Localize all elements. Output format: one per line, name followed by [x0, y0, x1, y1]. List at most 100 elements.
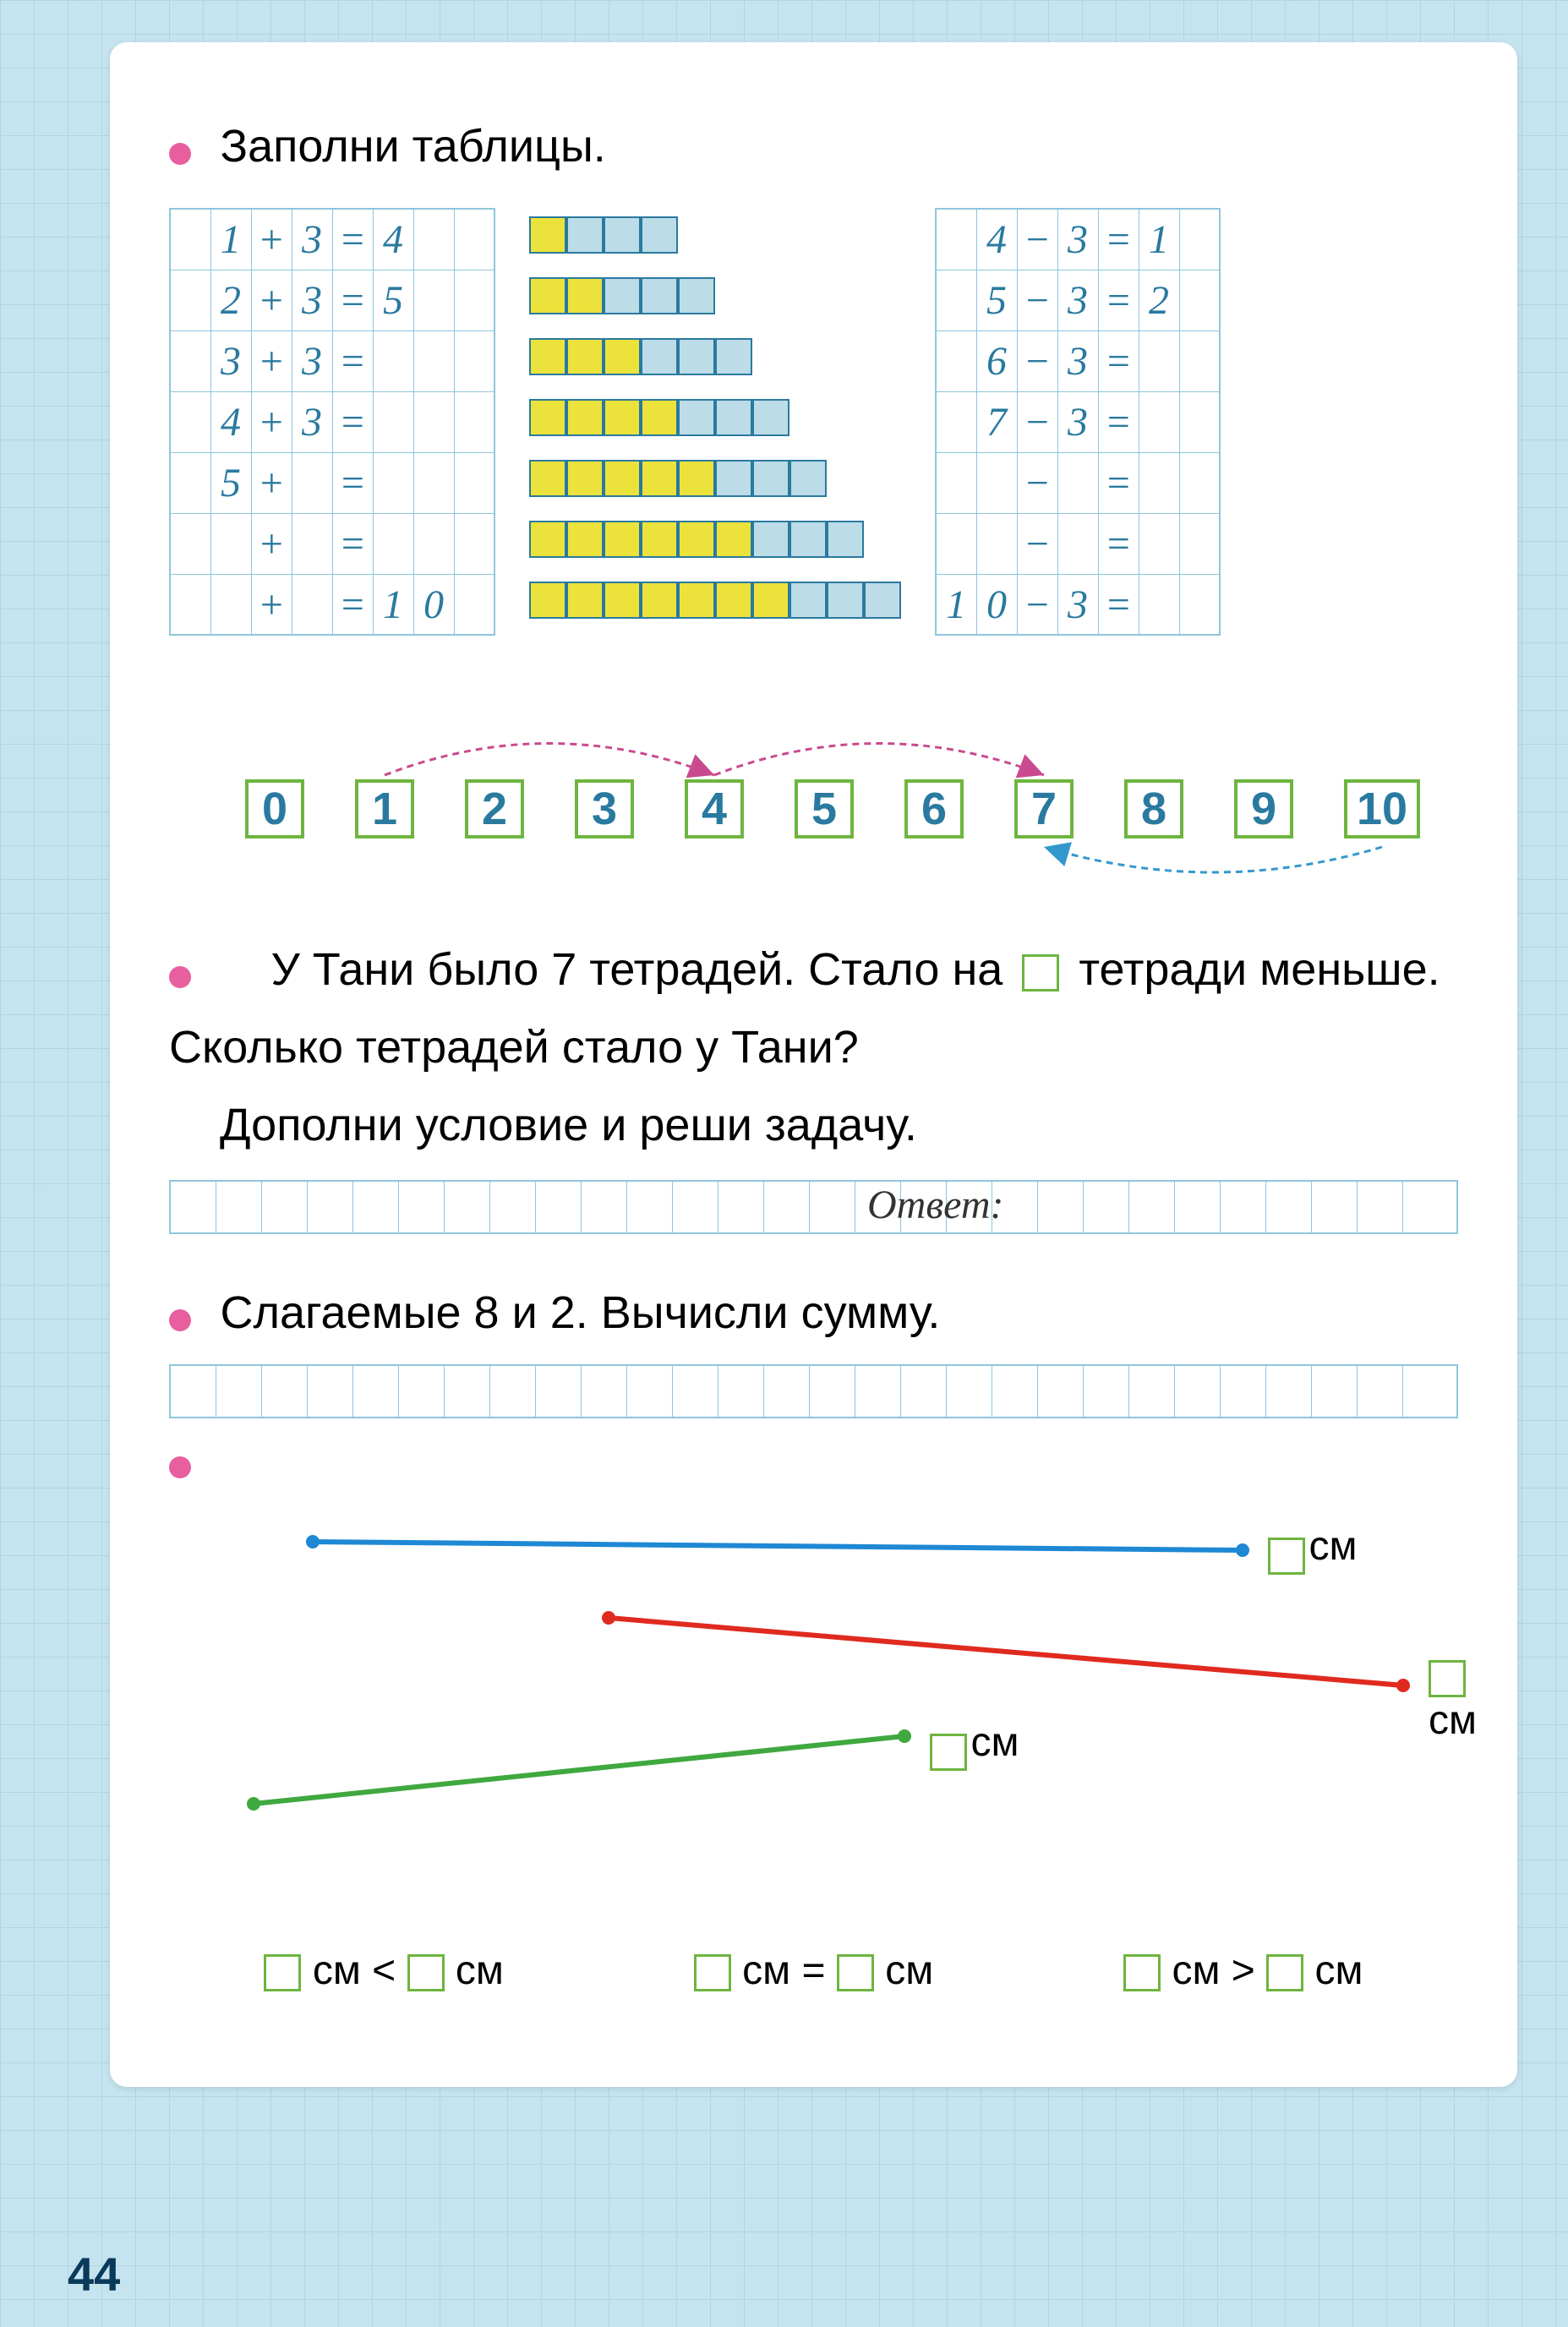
table-cell: 4 [976, 209, 1017, 270]
answer-strip[interactable] [169, 1364, 1458, 1418]
blank-box[interactable] [694, 1954, 731, 1991]
blank-box[interactable] [264, 1954, 301, 1991]
table-cell: = [1098, 330, 1139, 391]
table-cell: 3 [292, 270, 332, 330]
strip-cell[interactable] [1038, 1366, 1084, 1417]
strip-cell[interactable] [627, 1182, 673, 1232]
strip-cell[interactable] [901, 1366, 947, 1417]
strip-cell[interactable] [1038, 1182, 1084, 1232]
strip-cell[interactable] [536, 1182, 582, 1232]
strip-cell[interactable] [764, 1366, 810, 1417]
blank-box[interactable] [837, 1954, 874, 1991]
blank-box[interactable] [930, 1734, 967, 1771]
strip-cell[interactable] [216, 1182, 262, 1232]
table-cell: − [1017, 574, 1057, 635]
strip-cell[interactable] [1129, 1366, 1175, 1417]
table-cell: 4 [210, 391, 251, 452]
table-cell: = [1098, 574, 1139, 635]
strip-cell[interactable] [353, 1366, 399, 1417]
table-cell: 3 [210, 330, 251, 391]
strip-cell[interactable] [1084, 1366, 1129, 1417]
table-cell: = [332, 574, 373, 635]
strip-cell[interactable] [1129, 1182, 1175, 1232]
strip-cell[interactable] [810, 1182, 855, 1232]
strip-cell[interactable] [262, 1182, 308, 1232]
strip-cell[interactable] [1221, 1366, 1266, 1417]
blank-box[interactable] [1123, 1954, 1161, 1991]
strip-cell[interactable] [992, 1182, 1038, 1232]
strip-cell[interactable] [673, 1182, 718, 1232]
strip-cell[interactable] [490, 1366, 536, 1417]
task-2: У Тани было 7 тетрадей. Стало на тетради… [169, 931, 1458, 1233]
blank-box[interactable] [1022, 954, 1059, 991]
table-cell [170, 270, 210, 330]
blank-box[interactable] [407, 1954, 445, 1991]
strip-cell[interactable] [1266, 1366, 1312, 1417]
strip-cell[interactable] [171, 1366, 216, 1417]
strip-cell[interactable] [1403, 1182, 1449, 1232]
comparison-item: см = см [694, 1947, 933, 1994]
table-cell [454, 452, 494, 513]
table-cell: 3 [1057, 209, 1098, 270]
strip-cell[interactable] [810, 1366, 855, 1417]
table-cell: = [1098, 209, 1139, 270]
addition-table: 1+3=42+3=53+3=4+3=5+=+=+=10 [169, 208, 495, 636]
strip-cell[interactable] [1084, 1182, 1129, 1232]
table-cell [936, 270, 976, 330]
strip-cell[interactable] [216, 1366, 262, 1417]
strip-cell[interactable] [992, 1366, 1038, 1417]
strip-cell[interactable] [718, 1366, 764, 1417]
strip-cell[interactable] [582, 1182, 627, 1232]
strip-cell[interactable] [490, 1182, 536, 1232]
strip-cell[interactable] [536, 1366, 582, 1417]
table-cell: − [1017, 391, 1057, 452]
number-box: 5 [795, 779, 854, 838]
strip-cell[interactable] [262, 1366, 308, 1417]
strip-cell[interactable]: Ответ: [901, 1182, 947, 1232]
task3-text: Слагаемые 8 и 2. Вычисли сумму. [220, 1287, 940, 1338]
strip-cell[interactable] [1312, 1366, 1358, 1417]
strip-cell[interactable] [445, 1182, 490, 1232]
strip-cell[interactable] [947, 1182, 992, 1232]
table-cell [1057, 513, 1098, 574]
blank-box[interactable] [1268, 1538, 1305, 1575]
table-cell [170, 330, 210, 391]
strip-cell[interactable] [1175, 1366, 1221, 1417]
strip-cell[interactable] [947, 1366, 992, 1417]
table-cell [454, 270, 494, 330]
blank-box[interactable] [1266, 1954, 1303, 1991]
table-cell [1057, 452, 1098, 513]
strip-cell[interactable] [718, 1182, 764, 1232]
strip-cell[interactable] [445, 1366, 490, 1417]
strip-cell[interactable] [399, 1366, 445, 1417]
strip-cell[interactable] [1175, 1182, 1221, 1232]
strip-cell[interactable] [171, 1182, 216, 1232]
table-cell: = [332, 391, 373, 452]
table-cell: = [1098, 452, 1139, 513]
strip-cell[interactable] [764, 1182, 810, 1232]
number-box: 7 [1014, 779, 1074, 838]
blank-box[interactable] [1429, 1660, 1466, 1697]
strip-cell[interactable] [1266, 1182, 1312, 1232]
answer-strip[interactable]: Ответ: [169, 1180, 1458, 1234]
strip-cell[interactable] [673, 1366, 718, 1417]
table-cell [1139, 391, 1179, 452]
table-cell: 2 [1139, 270, 1179, 330]
table-cell [1179, 574, 1220, 635]
strip-cell[interactable] [627, 1366, 673, 1417]
strip-cell[interactable] [582, 1366, 627, 1417]
bullet-icon [169, 1309, 191, 1331]
strip-cell[interactable] [1358, 1182, 1403, 1232]
strip-cell[interactable] [855, 1366, 901, 1417]
strip-cell[interactable] [308, 1366, 353, 1417]
strip-cell[interactable] [1403, 1366, 1449, 1417]
strip-cell[interactable] [1312, 1182, 1358, 1232]
table-cell: 3 [1057, 270, 1098, 330]
strip-cell[interactable] [1358, 1366, 1403, 1417]
strip-cell[interactable] [1221, 1182, 1266, 1232]
table-cell: − [1017, 330, 1057, 391]
strip-cell[interactable] [308, 1182, 353, 1232]
strip-cell[interactable] [399, 1182, 445, 1232]
table-cell [373, 330, 413, 391]
strip-cell[interactable] [353, 1182, 399, 1232]
